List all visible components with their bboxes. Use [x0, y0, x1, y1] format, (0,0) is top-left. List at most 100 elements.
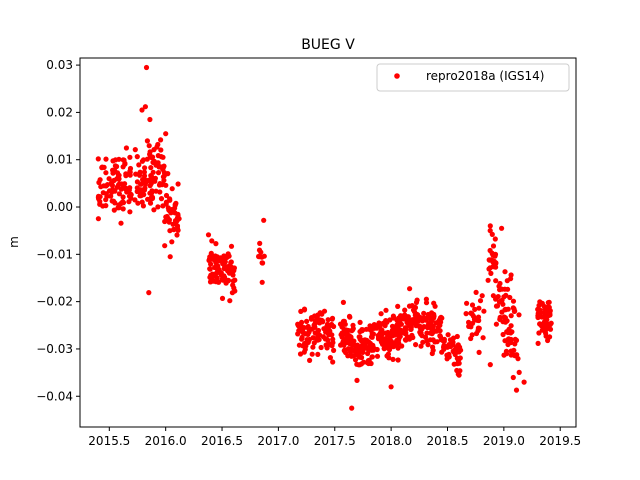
data-point: [376, 334, 382, 340]
data-point: [381, 337, 387, 343]
data-point: [166, 219, 172, 225]
data-point: [207, 274, 213, 280]
data-point: [228, 243, 235, 249]
data-point: [476, 349, 482, 355]
data-point: [259, 260, 265, 266]
data-point: [116, 181, 123, 187]
data-point: [425, 311, 431, 318]
data-point: [222, 259, 228, 265]
y-tick-label: −0.01: [36, 247, 73, 261]
data-point: [357, 319, 363, 325]
data-point: [175, 181, 181, 187]
data-point: [151, 147, 157, 153]
data-point: [366, 360, 372, 367]
data-point: [457, 355, 463, 361]
data-point: [386, 347, 393, 353]
data-point: [167, 254, 173, 260]
data-point: [408, 326, 414, 332]
data-point: [120, 206, 126, 212]
data-point: [155, 170, 162, 176]
data-point: [256, 247, 263, 253]
data-point: [340, 299, 346, 305]
data-point: [402, 325, 408, 331]
data-point: [437, 328, 443, 334]
data-point: [214, 275, 220, 281]
data-point: [111, 198, 117, 204]
data-point: [378, 311, 384, 317]
data-point: [402, 307, 408, 313]
data-point: [501, 352, 507, 358]
data-point: [167, 197, 173, 203]
data-point: [310, 344, 316, 350]
data-point: [544, 304, 551, 310]
data-point: [466, 319, 472, 325]
data-point: [226, 253, 232, 259]
data-point: [257, 240, 263, 246]
data-point: [359, 328, 365, 334]
data-point: [148, 165, 154, 171]
data-point: [409, 303, 415, 309]
data-point: [120, 194, 126, 200]
data-point: [543, 321, 550, 327]
data-point: [441, 338, 447, 344]
data-point: [539, 301, 545, 307]
data-point: [110, 186, 116, 193]
data-point: [151, 207, 157, 213]
data-point: [469, 332, 475, 338]
data-point: [487, 223, 493, 229]
data-point: [500, 331, 506, 338]
data-point: [318, 344, 324, 351]
data-point: [441, 344, 447, 351]
data-point: [163, 131, 169, 137]
data-point: [473, 330, 480, 337]
data-point: [444, 356, 450, 362]
data-point: [383, 307, 389, 313]
data-point: [536, 330, 542, 336]
data-point: [394, 337, 400, 343]
data-point: [315, 331, 321, 337]
x-tick-label: 2018.5: [426, 434, 468, 448]
chart-title: BUEG V: [301, 37, 355, 53]
data-point: [147, 116, 153, 123]
data-point: [361, 359, 367, 365]
data-point: [479, 293, 485, 299]
data-point: [227, 298, 233, 304]
data-point: [487, 228, 493, 234]
data-point: [230, 282, 236, 288]
data-point: [510, 298, 517, 304]
y-tick-label: −0.02: [36, 295, 73, 309]
data-point: [445, 332, 451, 338]
data-point: [322, 336, 328, 342]
data-point: [469, 302, 476, 308]
data-point: [537, 307, 543, 313]
data-point: [97, 177, 103, 183]
y-tick-label: 0.01: [46, 153, 73, 167]
data-point: [419, 318, 425, 324]
data-point: [418, 343, 424, 349]
data-point: [116, 191, 122, 197]
data-point: [112, 157, 119, 163]
data-point: [424, 330, 430, 336]
data-point: [425, 342, 431, 348]
x-tick-label: 2017.0: [257, 434, 299, 448]
data-point: [228, 260, 234, 266]
data-point: [507, 294, 513, 301]
data-point: [472, 306, 478, 312]
data-point: [413, 312, 419, 318]
data-point: [400, 313, 406, 319]
data-point: [493, 321, 499, 327]
data-point: [120, 164, 126, 170]
data-point: [100, 203, 106, 209]
data-point: [232, 288, 238, 294]
data-point: [503, 348, 509, 354]
data-point: [95, 156, 101, 162]
legend-box: [376, 63, 570, 92]
data-point: [167, 228, 173, 234]
data-point: [542, 310, 548, 316]
data-point: [399, 343, 405, 349]
data-point: [143, 64, 150, 71]
data-point: [147, 149, 153, 155]
data-point: [137, 169, 143, 175]
data-point: [306, 329, 312, 335]
data-point: [350, 322, 356, 328]
